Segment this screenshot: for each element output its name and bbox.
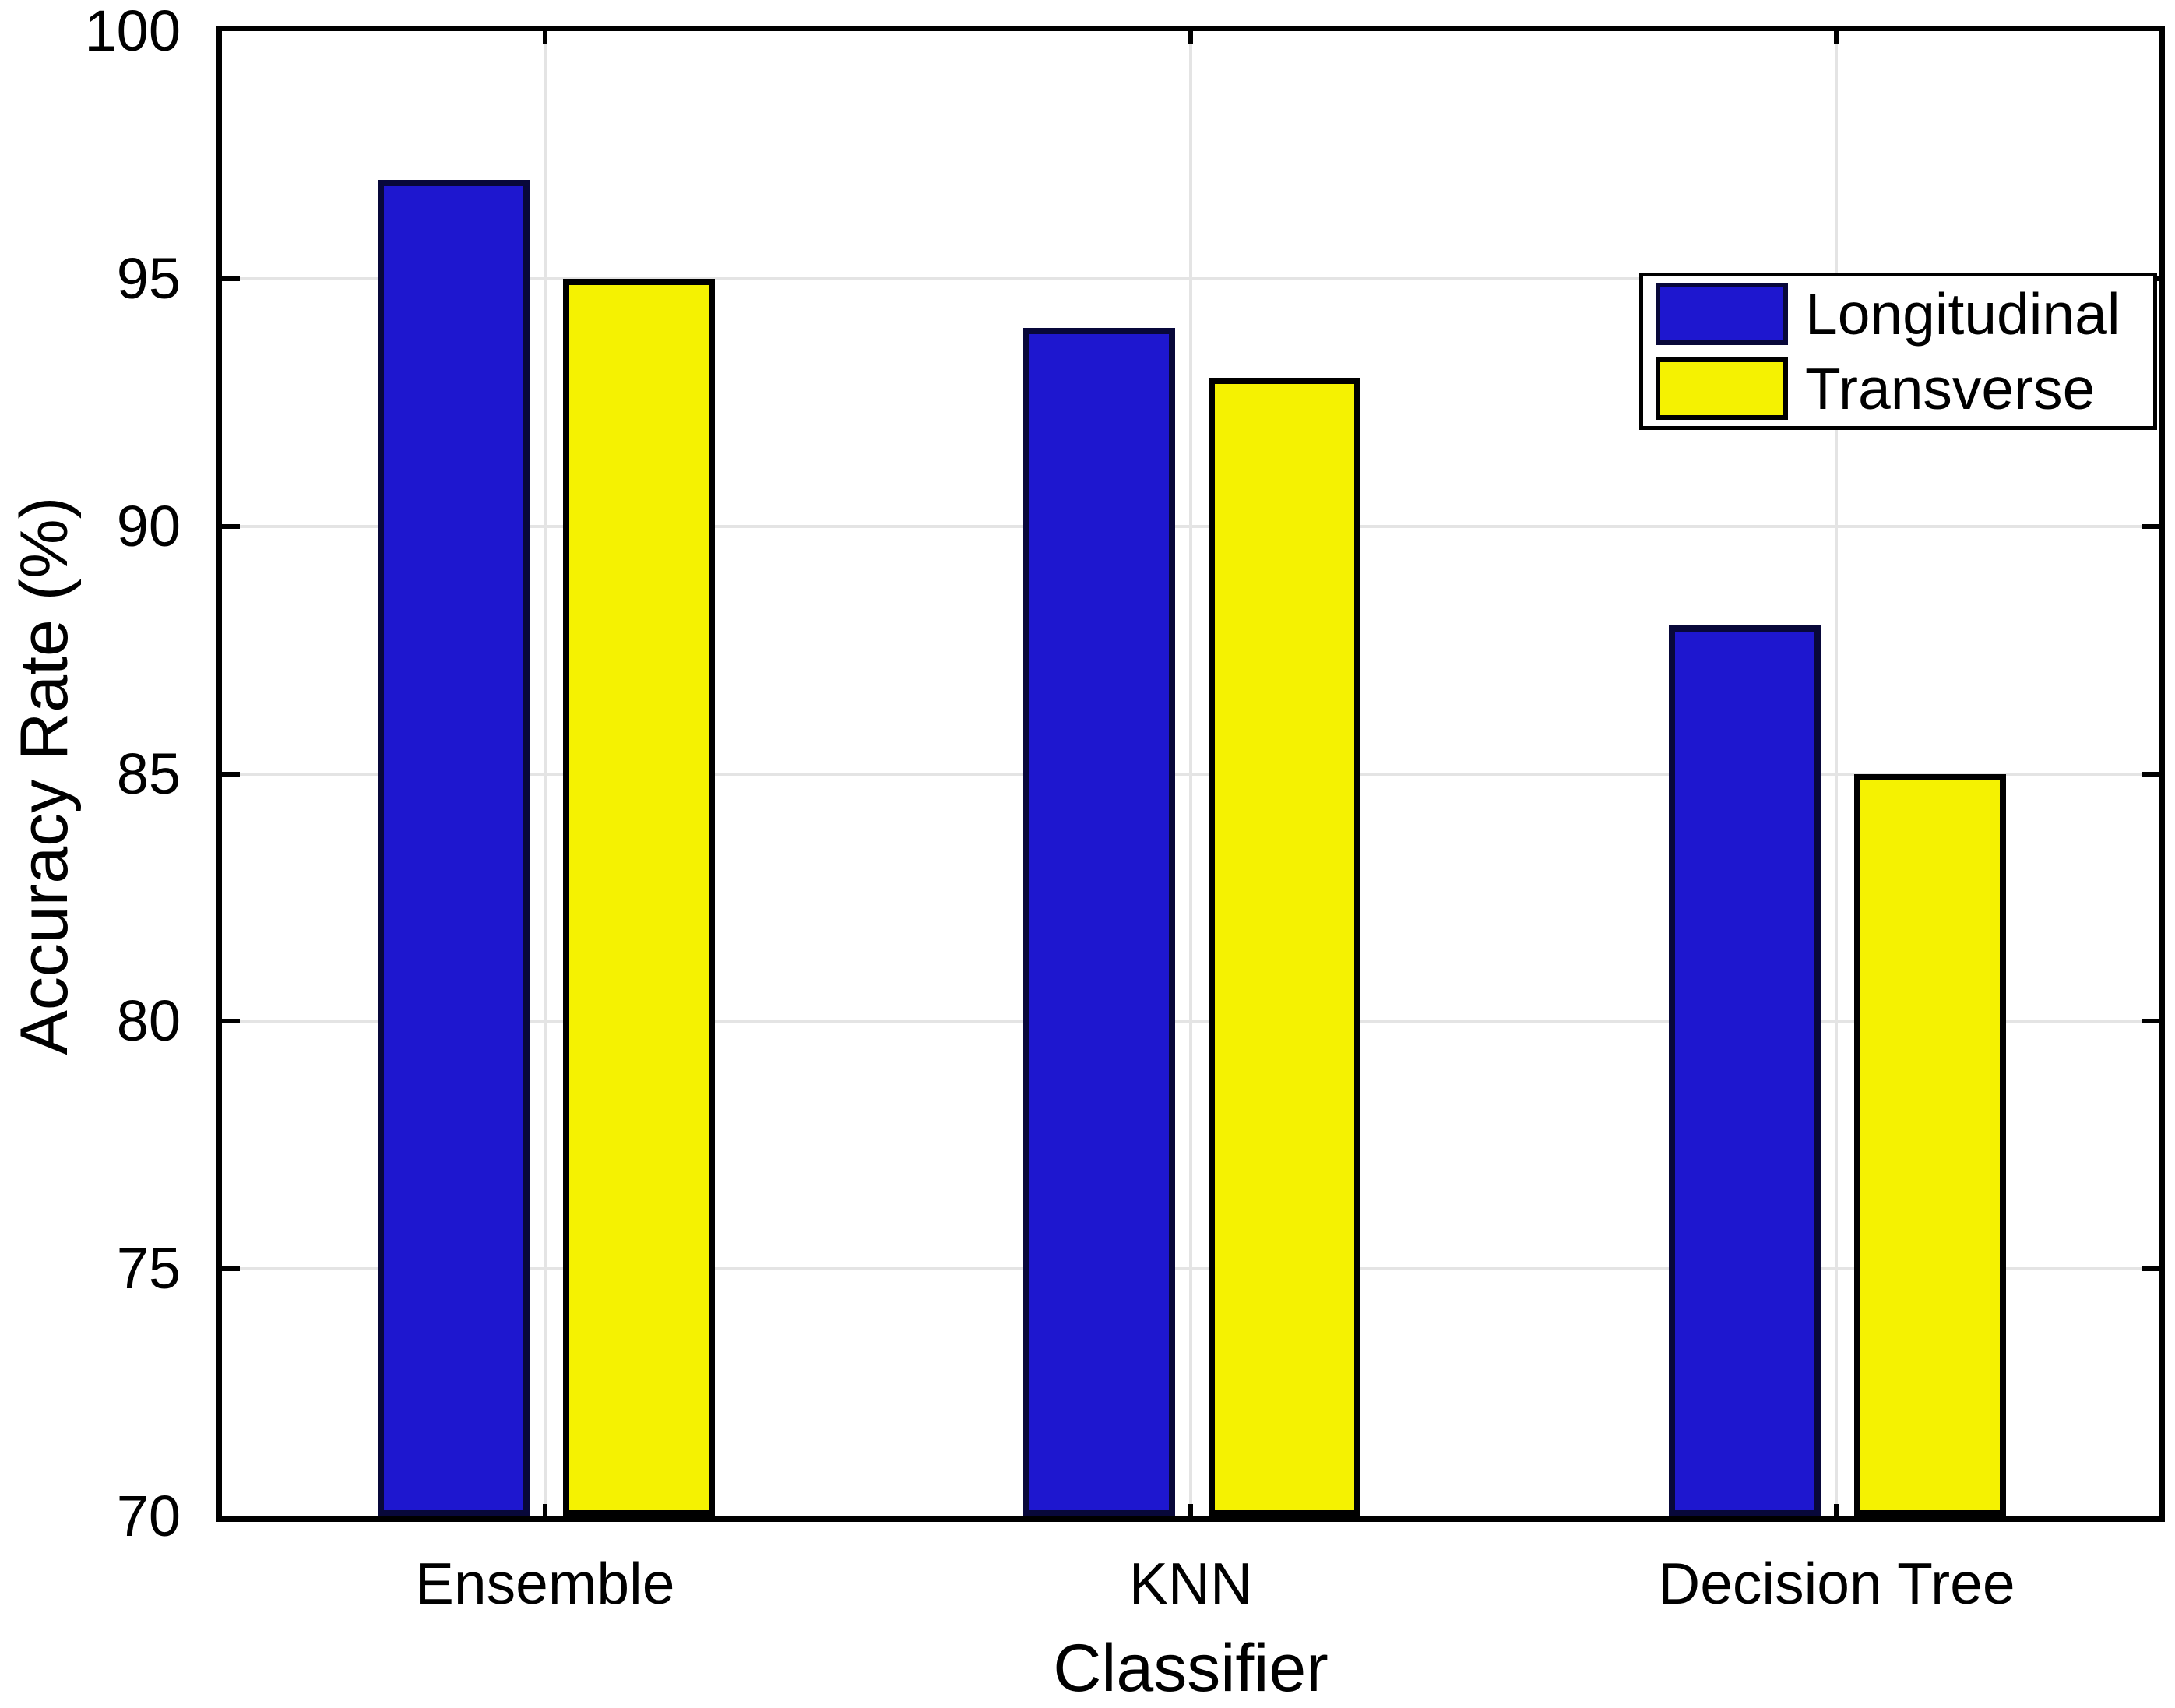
x-tick-bottom-knn (1188, 1504, 1193, 1516)
bar-longitudinal-ensemble (377, 179, 530, 1516)
y-tick-label-100: 100 (84, 0, 181, 63)
legend-item-transverse: Transverse (1656, 357, 2153, 420)
legend-swatch-transverse (1656, 357, 1788, 420)
y-tick-label-85: 85 (116, 741, 181, 806)
y-tick-left-90 (222, 523, 240, 529)
bar-transverse-knn (1209, 377, 1360, 1516)
x-tick-top-decision-tree (1834, 31, 1839, 44)
y-tick-right-85 (2142, 771, 2159, 777)
y-tick-label-80: 80 (116, 988, 181, 1054)
bar-transverse-decision-tree (1854, 773, 2007, 1516)
y-tick-left-95 (222, 276, 240, 281)
y-tick-label-90: 90 (116, 493, 181, 558)
x-tick-label-decision-tree: Decision Tree (1658, 1551, 2015, 1616)
y-tick-right-90 (2142, 523, 2159, 529)
x-tick-bottom-decision-tree (1834, 1504, 1839, 1516)
gridline-v-ensemble (543, 31, 547, 1516)
legend-swatch-longitudinal (1656, 283, 1788, 345)
y-tick-left-75 (222, 1266, 240, 1272)
x-tick-top-knn (1188, 31, 1193, 44)
gridline-v-knn (1189, 31, 1192, 1516)
y-tick-left-80 (222, 1019, 240, 1024)
x-axis-label: Classifier (1053, 1631, 1329, 1706)
gridline-v-decision-tree (1835, 31, 1839, 1516)
x-tick-top-ensemble (542, 31, 547, 44)
legend-label-transverse: Transverse (1805, 356, 2096, 421)
legend-item-longitudinal: Longitudinal (1656, 283, 2153, 345)
y-tick-label-95: 95 (116, 245, 181, 311)
y-tick-left-85 (222, 771, 240, 777)
y-tick-right-75 (2142, 1266, 2159, 1272)
y-tick-label-70: 70 (116, 1484, 181, 1548)
bar-transverse-ensemble (562, 278, 715, 1516)
y-tick-right-80 (2142, 1019, 2159, 1024)
legend: Longitudinal Transverse (1639, 273, 2157, 430)
ticks-layer (222, 31, 2159, 1516)
x-tick-label-knn: KNN (1128, 1551, 1253, 1616)
y-tick-label-75: 75 (116, 1236, 181, 1301)
y-axis-label: Accuracy Rate (%) (7, 496, 82, 1055)
gridlines-layer (222, 31, 2159, 1516)
bar-longitudinal-decision-tree (1669, 625, 1821, 1516)
x-tick-label-ensemble: Ensemble (414, 1551, 675, 1616)
legend-label-longitudinal: Longitudinal (1805, 281, 2120, 347)
bars-layer (222, 31, 2159, 1516)
bar-longitudinal-knn (1023, 328, 1175, 1516)
x-tick-bottom-ensemble (542, 1504, 547, 1516)
